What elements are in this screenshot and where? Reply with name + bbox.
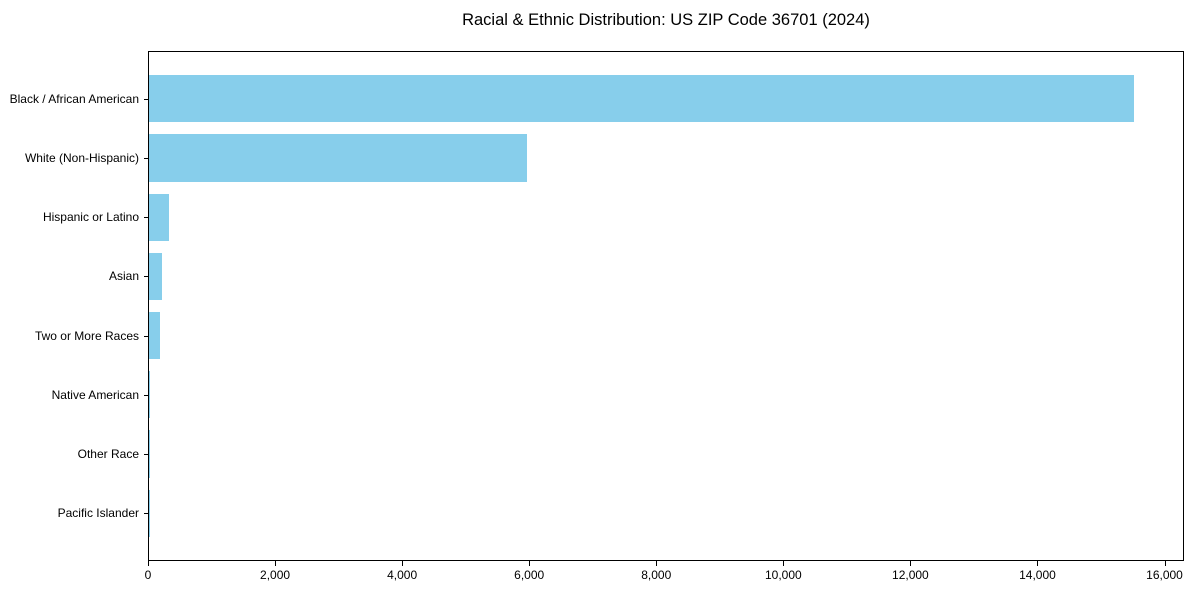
x-tick-label-14000: 14,000 [1019, 568, 1056, 582]
y-axis-label-asian: Asian [108, 269, 139, 284]
bar-hispanic-or-latino [149, 193, 169, 241]
y-axis-label-hispanic-or-latino: Hispanic or Latino [42, 210, 139, 225]
x-tick-label-6000: 6,000 [514, 568, 545, 582]
bar-white-non-hispanic [149, 134, 528, 182]
x-tick-label-12000: 12,000 [892, 568, 929, 582]
y-axis-label-black-african-american: Black / African American [9, 91, 139, 106]
x-tick-mark [402, 561, 404, 566]
x-tick-label-0: 0 [144, 568, 152, 582]
x-tick-mark [1164, 561, 1166, 566]
x-tick-label-16000: 16,000 [1146, 568, 1183, 582]
y-axis-label-other-race: Other Race [77, 447, 139, 462]
x-tick-label-4000: 4,000 [387, 568, 418, 582]
y-axis-label-native-american: Native American [51, 387, 139, 402]
y-tick-mark [144, 276, 148, 278]
bar-native-american [149, 371, 151, 419]
y-axis-label-two-or-more-races: Two or More Races [34, 328, 139, 343]
y-tick-mark [144, 394, 148, 396]
y-tick-mark [144, 217, 148, 219]
chart-title: Racial & Ethnic Distribution: US ZIP Cod… [462, 11, 870, 29]
y-tick-mark [144, 157, 148, 159]
y-tick-mark [144, 335, 148, 337]
x-tick-mark [656, 561, 658, 566]
y-tick-mark [144, 513, 148, 515]
x-tick-label-2000: 2,000 [260, 568, 291, 582]
bar-two-or-more-races [149, 311, 160, 360]
x-tick-mark [783, 561, 785, 566]
y-tick-mark [144, 98, 148, 100]
y-tick-mark [144, 454, 148, 456]
x-tick-mark [910, 561, 912, 566]
bar-asian [149, 252, 162, 301]
x-tick-label-8000: 8,000 [641, 568, 672, 582]
y-axis-label-pacific-islander: Pacific Islander [57, 506, 139, 521]
x-tick-label-10000: 10,000 [764, 568, 802, 582]
bar-black-african-american [149, 75, 1134, 123]
bar-other-race [149, 430, 150, 478]
x-tick-mark [275, 561, 277, 566]
x-tick-mark [1037, 561, 1039, 566]
x-tick-mark [529, 561, 531, 566]
y-axis-label-white-non-hispanic: White (Non-Hispanic) [24, 150, 139, 165]
plot-area [148, 51, 1184, 561]
x-tick-mark [148, 561, 149, 566]
